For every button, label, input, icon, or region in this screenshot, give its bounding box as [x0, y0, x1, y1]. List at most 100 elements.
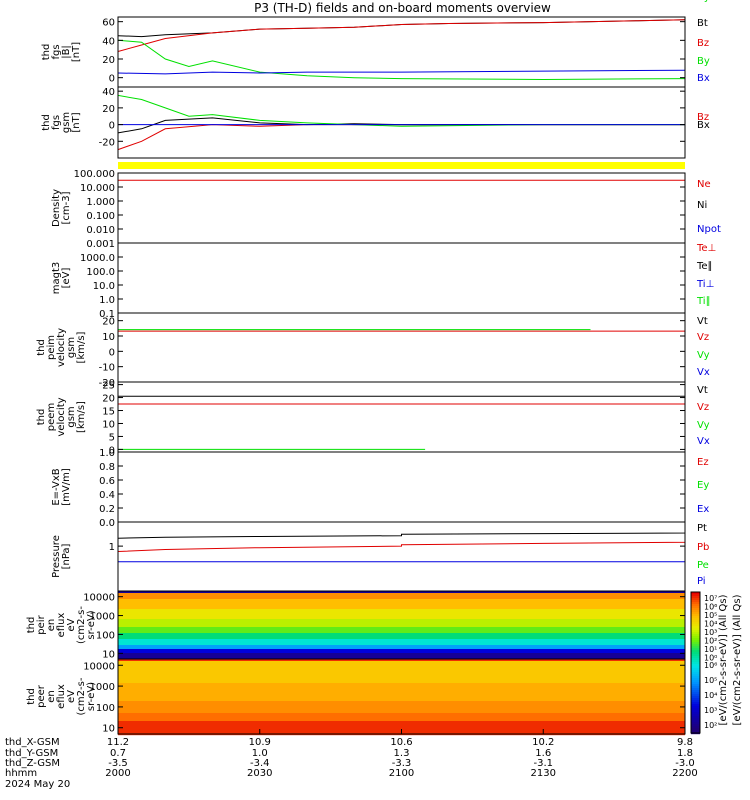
panel-pressure: Pt Pb Pe Pi 1 Pressure [nPa]	[51, 521, 709, 592]
colorbar-cell	[691, 714, 700, 717]
y-tick-label: 0.010	[86, 225, 115, 236]
y-tick-label: 0	[109, 445, 115, 456]
colorbar-cell	[691, 652, 700, 655]
y-tick-label: 1.0	[99, 448, 115, 459]
colorbar-cell	[691, 630, 700, 633]
x-tick-value: 9.8	[677, 737, 693, 748]
colorbar-cell	[691, 686, 700, 689]
colorbar-tick: 10⁶	[704, 661, 717, 670]
y-tick-label: 0.001	[86, 239, 115, 250]
spectrogram-cell	[118, 691, 685, 694]
spectrogram-cell	[118, 633, 685, 636]
series-pressure-Pt	[117, 532, 686, 539]
colorbar-cell	[691, 708, 700, 711]
panel-frame	[117, 172, 686, 244]
legend-Bz: Bz	[697, 112, 709, 123]
legend-By: By	[697, 0, 710, 3]
legend-Ni: Ni	[697, 200, 707, 211]
legend-Ti⊥: Ti⊥	[696, 279, 714, 290]
y-axis-label-line: velocity	[56, 328, 67, 367]
y-axis-label: Density [cm-3]	[51, 189, 72, 227]
colorbar-cell	[691, 622, 700, 625]
y-tick-label: 0	[109, 347, 115, 358]
spectrogram-cell	[118, 627, 685, 630]
y-tick-label: 10	[102, 332, 115, 343]
y-tick-label: 60	[102, 18, 115, 29]
colorbar-cell	[691, 682, 700, 685]
colorbar-label-text: [eV/(cm2-s-sr-eV)] (All Qs)	[732, 594, 743, 725]
legend-Pt: Pt	[697, 523, 707, 534]
y-axis-label-line: sr-eV)	[86, 610, 97, 639]
colorbar-tick: 10⁴	[704, 691, 717, 700]
spectrogram-cell	[118, 719, 685, 722]
y-tick-label: 25	[102, 381, 115, 392]
y-axis-label-line: thd	[41, 44, 52, 61]
spectrogram-cell	[118, 625, 685, 628]
y-axis-label-line: peim	[46, 335, 57, 360]
y-axis-label-line: velocity	[56, 397, 67, 436]
y-tick-label: 10.0	[93, 281, 115, 292]
colorbar-cell	[691, 640, 700, 643]
y-axis-label-line: [eV]	[61, 268, 72, 289]
series-fgs_mag-Bz	[117, 19, 686, 52]
spectrogram-cell	[118, 603, 685, 606]
spectrogram-cell	[118, 717, 685, 720]
colorbar-cell	[691, 616, 700, 619]
colorbar-cell	[691, 668, 700, 671]
x-tick-value: 1.3	[394, 748, 410, 759]
y-tick-label: 0.0	[99, 518, 115, 529]
y-axis-label-line: gsm	[66, 406, 77, 427]
x-tick-value: -3.4	[250, 758, 270, 769]
panel-frame	[117, 381, 686, 453]
y-axis-label-line: fgs	[51, 44, 62, 59]
colorbar-cell	[691, 608, 700, 611]
legend-Pb: Pb	[697, 542, 709, 553]
legend-Vy: Vy	[697, 420, 710, 431]
y-tick-label: 1000	[90, 612, 115, 623]
spectrogram-cell	[118, 697, 685, 700]
colorbar-cell	[691, 724, 700, 727]
y-axis-label-line: peem	[46, 403, 57, 431]
spectrogram-cell	[118, 703, 685, 706]
y-axis-label-line: [km/s]	[76, 401, 87, 433]
y-tick-label: 20	[102, 104, 115, 115]
spectrogram-cell	[118, 705, 685, 708]
y-tick-label: 40	[102, 87, 115, 98]
colorbar-cell	[691, 600, 700, 603]
y-tick-label: 0.6	[99, 476, 115, 487]
colorbar-cell	[691, 596, 700, 599]
y-axis-label: thd peim velocity gsm [km/s]	[36, 328, 87, 367]
y-tick-label: 100.000	[74, 169, 115, 180]
colorbar-cell	[691, 700, 700, 703]
x-row-label: thd_Z-GSM	[5, 758, 60, 769]
y-tick-label: 100	[96, 703, 115, 714]
spectrogram-cell	[118, 655, 685, 658]
spectrogram-cell	[118, 597, 685, 600]
spectrogram-cell	[118, 709, 685, 712]
spectrogram-cell	[118, 689, 685, 692]
x-tick-value: 2200	[672, 768, 697, 779]
colorbar-frame	[690, 591, 701, 734]
colorbar-cell	[691, 722, 700, 725]
colorbar-cell	[691, 680, 700, 683]
series-fgs_gsm-By	[117, 94, 685, 127]
spectrogram-cell	[118, 629, 685, 632]
colorbar-tick: 10⁴	[704, 620, 717, 629]
colorbar-cell	[691, 626, 700, 629]
y-tick-label: 0.100	[86, 211, 115, 222]
colorbar-cell	[691, 694, 700, 697]
y-axis-label: E=-VxB [mV/m]	[51, 468, 72, 506]
x-tick-value: 10.2	[532, 737, 554, 748]
spectrogram-cell	[118, 707, 685, 710]
y-tick-label: 100.0	[86, 267, 115, 278]
colorbar-cell	[691, 692, 700, 695]
x-tick-value: -3.1	[533, 758, 553, 769]
colorbar-cell	[691, 644, 700, 647]
y-tick-label: 15	[102, 407, 115, 418]
colorbar-cell	[691, 610, 700, 613]
colorbar-tick: 10²	[704, 637, 717, 646]
legend-Ex: Ex	[697, 504, 709, 515]
series-fgs_gsm-Bz	[117, 124, 685, 151]
y-tick-label: 10000	[83, 661, 115, 672]
